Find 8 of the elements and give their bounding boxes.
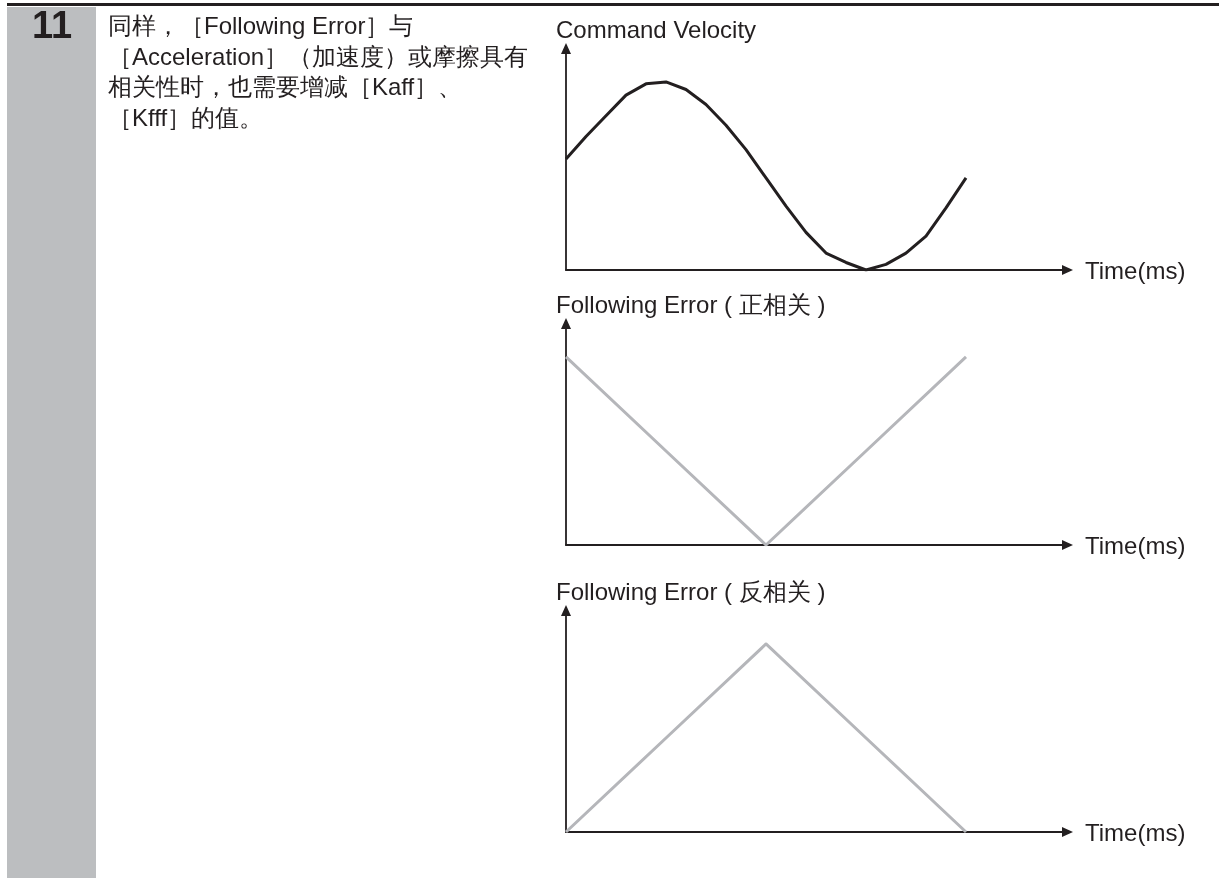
y-axis-title: Following Error ( 正相关 ) (556, 290, 826, 318)
text: 11 (30, 4, 74, 46)
x-axis-title: Time(ms) (1085, 818, 1186, 846)
y-axis-title: Command Velocity (556, 15, 757, 43)
text: 同样，［Following Error］与［Acceleration］（加速度）或摩擦具有相关性时，也需要增减［Kaff］、［Kfff］的值。 (108, 11, 530, 134)
x-axis-title: Time(ms) (1085, 256, 1186, 284)
y-axis-title: Following Error ( 反相关 ) (556, 577, 826, 605)
x-axis-title: Time(ms) (1085, 531, 1186, 559)
